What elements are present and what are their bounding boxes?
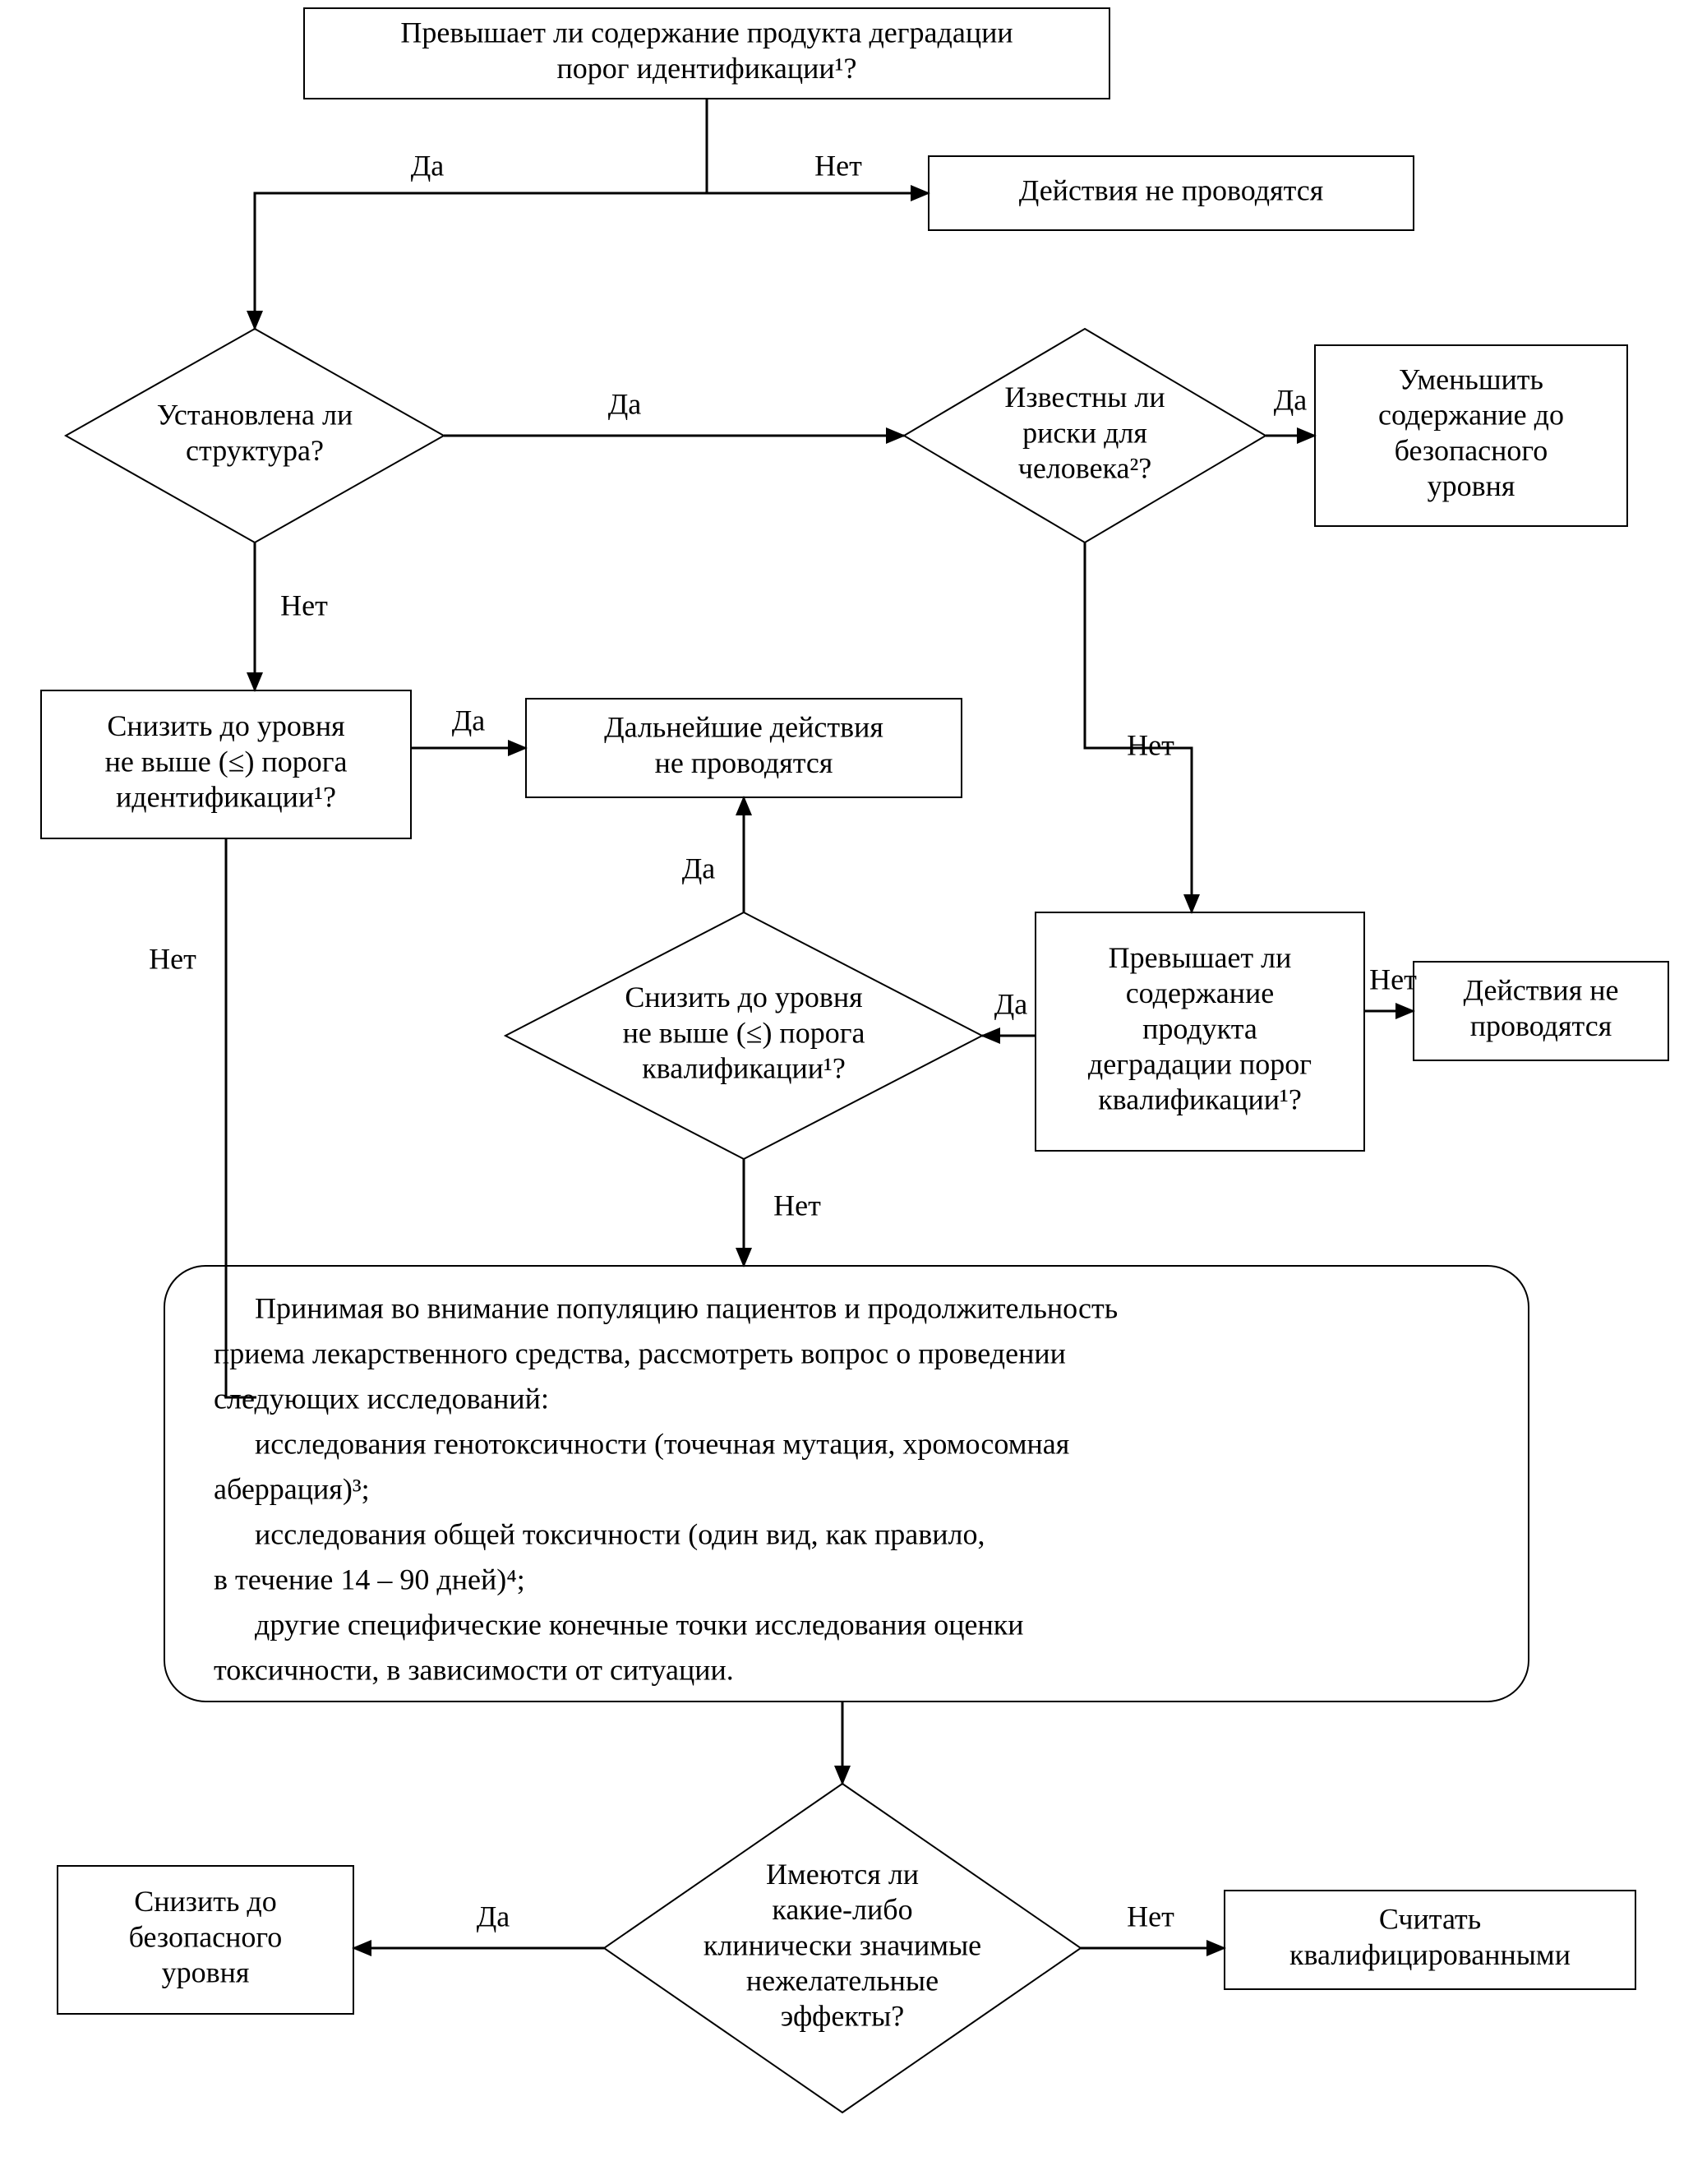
node-n9-line1: содержание <box>1126 977 1275 1009</box>
node-n13-line1: безопасного <box>129 1920 283 1953</box>
node-n1-line1: порог идентификации¹? <box>557 52 857 85</box>
node-n5-line3: уровня <box>1428 469 1515 502</box>
node-n9-line4: квалификации¹? <box>1098 1083 1302 1116</box>
node-n7-line1: не проводятся <box>655 746 833 779</box>
node-n8-line2: квалификации¹? <box>642 1051 846 1084</box>
edge-e10-label: Да <box>682 852 716 884</box>
edge-e7 <box>1085 543 1192 912</box>
node-n14-line1: квалифицированными <box>1289 1938 1571 1971</box>
node-n2-line0: Действия не проводятся <box>1019 173 1324 206</box>
edge-e2 <box>255 99 707 329</box>
node-n5-line2: безопасного <box>1395 434 1548 467</box>
edge-e15-label: Нет <box>1127 1900 1174 1932</box>
node-n3-line1: структура? <box>186 434 324 467</box>
node-n11-line4: аберрация)³; <box>214 1472 370 1505</box>
node-n11-line2: следующих исследований: <box>214 1382 549 1415</box>
node-n3-line0: Установлена ли <box>157 399 353 432</box>
edge-e3-label: Да <box>608 387 642 420</box>
node-n4-line2: человека²? <box>1018 451 1152 484</box>
node-n12-line4: эффекты? <box>781 2000 905 2033</box>
node-n4-line0: Известны ли <box>1004 381 1165 413</box>
node-n10-line1: проводятся <box>1470 1009 1612 1042</box>
node-n8-line1: не выше (≤) порога <box>623 1016 865 1049</box>
node-n9-line2: продукта <box>1142 1012 1257 1045</box>
node-n11-line0: Принимая во внимание популяцию пациентов… <box>255 1291 1118 1324</box>
edge-e4-label: Да <box>1274 383 1308 416</box>
node-n6-line0: Снизить до уровня <box>107 709 344 742</box>
node-n14-line0: Считать <box>1379 1903 1481 1936</box>
edge-e8-label: Да <box>994 987 1028 1020</box>
node-n11-line3: исследования генотоксичности (точечная м… <box>255 1427 1069 1460</box>
node-n9-line0: Превышает ли <box>1109 941 1292 974</box>
node-n12-line1: какие-либо <box>772 1893 912 1926</box>
edge-e5-label: Нет <box>280 589 328 621</box>
edge-e9-label: Нет <box>1369 963 1417 995</box>
edge-e6-label: Да <box>452 704 486 736</box>
node-n7-line0: Дальнейшие действия <box>604 711 883 744</box>
node-n5-line0: Уменьшить <box>1399 362 1543 395</box>
node-n4-line1: риски для <box>1022 416 1147 449</box>
edge-e12-label: Нет <box>149 942 196 975</box>
node-n12-line2: клинически значимые <box>703 1928 981 1961</box>
node-n11-line7: другие специфические конечные точки иссл… <box>255 1608 1024 1641</box>
node-n6-line2: идентификации¹? <box>116 780 336 813</box>
edge-e2-label: Да <box>411 149 445 182</box>
node-n13-line2: уровня <box>162 1955 250 1988</box>
node-n5-line1: содержание до <box>1378 399 1564 432</box>
node-n12-line3: нежелательные <box>746 1964 939 1997</box>
node-n1-line0: Превышает ли содержание продукта деграда… <box>400 16 1013 49</box>
node-n9-line3: деградации порог <box>1088 1047 1312 1080</box>
node-n13-line0: Снизить до <box>134 1885 277 1918</box>
node-n11-line1: приема лекарственного средства, рассмотр… <box>214 1337 1066 1369</box>
edge-e11-label: Нет <box>773 1189 821 1221</box>
edge-e14-label: Да <box>477 1900 510 1932</box>
edge-e7-label: Нет <box>1127 728 1174 761</box>
node-n6-line1: не выше (≤) порога <box>105 745 348 778</box>
edge-e1-label: Нет <box>814 149 862 182</box>
node-n8-line0: Снизить до уровня <box>625 981 862 1014</box>
node-n11-line6: в течение 14 – 90 дней)⁴; <box>214 1563 525 1595</box>
node-n10-line0: Действия не <box>1463 974 1618 1007</box>
node-n11-line8: токсичности, в зависимости от ситуации. <box>214 1653 734 1686</box>
node-n11-line5: исследования общей токсичности (один вид… <box>255 1517 985 1550</box>
node-n12-line0: Имеются ли <box>766 1858 919 1891</box>
